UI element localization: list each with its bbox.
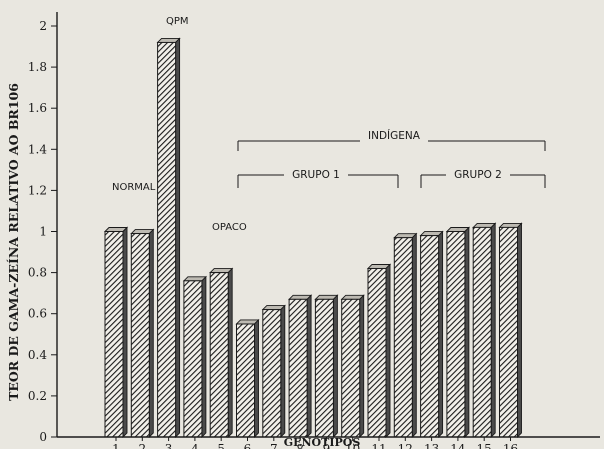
bar bbox=[288, 294, 313, 439]
bar bbox=[472, 222, 497, 439]
bar bbox=[182, 275, 207, 439]
y-tick-label: 0 bbox=[39, 430, 47, 444]
x-tick-label: 4 bbox=[191, 442, 199, 449]
x-axis-ticks: 1 2 3 4 5 6 7 8 9 10 11 12 13 14 15 16 bbox=[112, 437, 518, 449]
bar bbox=[366, 263, 392, 439]
y-tick-label: 2 bbox=[39, 19, 47, 33]
x-tick-label: 7 bbox=[270, 442, 278, 449]
x-tick-label: 1 bbox=[112, 442, 120, 449]
x-tick-label: 16 bbox=[503, 442, 518, 449]
annotation-normal: NORMAL bbox=[112, 182, 156, 193]
x-axis-label: GENÓTIPOS bbox=[284, 435, 361, 449]
annotation-grupo2: GRUPO 2 bbox=[454, 169, 502, 181]
y-tick-label: 0.6 bbox=[28, 307, 47, 321]
bar bbox=[314, 294, 339, 439]
x-tick-label: 10 bbox=[345, 442, 360, 449]
y-tick-label: 1.4 bbox=[28, 142, 47, 156]
y-tick-label: 1.8 bbox=[28, 60, 47, 74]
x-tick-label: 2 bbox=[138, 442, 146, 449]
bar bbox=[103, 226, 129, 439]
x-tick-label: 13 bbox=[424, 442, 439, 449]
bar bbox=[393, 232, 418, 439]
annotation-qpm: QPM bbox=[166, 16, 189, 27]
x-tick-label: 3 bbox=[165, 442, 173, 449]
y-axis-label: TEOR DE GAMA-ZEÍNA RELATIVO AO BR106 bbox=[6, 83, 21, 401]
bars bbox=[103, 37, 523, 439]
y-tick-label: 0.8 bbox=[28, 266, 47, 280]
bar bbox=[156, 37, 181, 439]
annotation-indigena: INDÍGENA bbox=[368, 129, 421, 142]
y-tick-label: 0.2 bbox=[28, 389, 47, 403]
annotation-grupo1: GRUPO 1 bbox=[292, 169, 340, 181]
bar bbox=[130, 228, 155, 439]
x-tick-label: 8 bbox=[296, 442, 304, 449]
x-tick-label: 9 bbox=[323, 442, 331, 449]
x-tick-label: 6 bbox=[244, 442, 252, 449]
bar bbox=[498, 222, 523, 439]
x-tick-label: 11 bbox=[371, 442, 386, 449]
x-tick-label: 15 bbox=[477, 442, 492, 449]
x-tick-label: 14 bbox=[450, 442, 466, 449]
bar bbox=[235, 318, 260, 439]
y-tick-label: 1.2 bbox=[28, 183, 47, 197]
bar bbox=[261, 304, 286, 439]
y-axis: 0 0.2 0.4 0.6 0.8 1 1.2 1.4 1.6 1.8 2 bbox=[28, 19, 57, 444]
bar bbox=[419, 230, 444, 439]
x-tick-label: 12 bbox=[398, 442, 413, 449]
bar bbox=[340, 294, 365, 439]
y-tick-label: 1 bbox=[39, 225, 47, 239]
bar bbox=[209, 267, 234, 439]
annotation-opaco: OPACO bbox=[212, 222, 247, 233]
y-tick-label: 1.6 bbox=[28, 101, 47, 115]
x-tick-label: 5 bbox=[217, 442, 225, 449]
y-tick-label: 0.4 bbox=[28, 348, 47, 362]
bar bbox=[445, 226, 470, 439]
